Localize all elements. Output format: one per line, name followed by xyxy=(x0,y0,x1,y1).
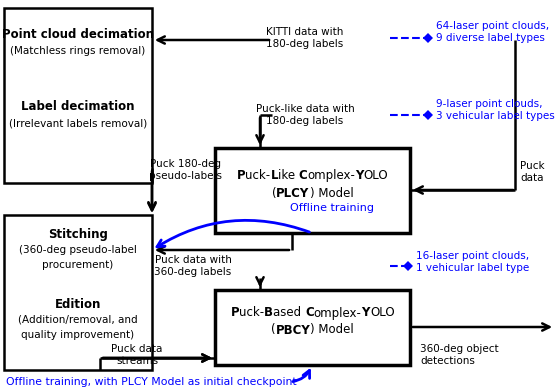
Text: 360-deg object
detections: 360-deg object detections xyxy=(420,344,499,366)
Text: Offline training: Offline training xyxy=(290,203,374,213)
Text: Edition: Edition xyxy=(55,298,101,311)
Text: ) Model: ) Model xyxy=(310,187,353,200)
Text: procurement): procurement) xyxy=(42,260,113,270)
Text: OLO: OLO xyxy=(364,169,389,181)
Text: Puck data with
360-deg labels: Puck data with 360-deg labels xyxy=(155,255,232,277)
Bar xyxy=(4,215,152,370)
Text: (360-deg pseudo-label: (360-deg pseudo-label xyxy=(19,245,137,255)
Bar xyxy=(4,8,152,183)
Text: Point cloud decimation: Point cloud decimation xyxy=(2,28,154,41)
Bar xyxy=(215,148,410,233)
Text: PLCY: PLCY xyxy=(276,187,310,200)
Text: Offline training, with PLCY Model as initial checkpoint: Offline training, with PLCY Model as ini… xyxy=(6,377,296,387)
Text: ased: ased xyxy=(273,307,305,319)
Text: Y: Y xyxy=(355,169,364,181)
Text: omplex-: omplex- xyxy=(307,169,355,181)
Text: ) Model: ) Model xyxy=(310,323,354,336)
Text: P: P xyxy=(230,307,239,319)
Text: (: ( xyxy=(271,323,276,336)
Text: ike: ike xyxy=(278,169,299,181)
Text: OLO: OLO xyxy=(370,307,395,319)
Text: uck-: uck- xyxy=(245,169,270,181)
Text: Stitching: Stitching xyxy=(48,228,108,241)
Text: B: B xyxy=(264,307,273,319)
Text: (Matchless rings removal): (Matchless rings removal) xyxy=(11,46,146,56)
Text: 16-laser point clouds,
1 vehicular label type: 16-laser point clouds, 1 vehicular label… xyxy=(416,251,529,273)
Text: Puck
data: Puck data xyxy=(520,161,545,183)
Text: C: C xyxy=(299,169,307,181)
Text: 64-laser point clouds,
9 diverse label types: 64-laser point clouds, 9 diverse label t… xyxy=(436,21,549,43)
Text: Label decimation: Label decimation xyxy=(21,100,135,113)
Text: 9-laser point clouds,
3 vehicular label types: 9-laser point clouds, 3 vehicular label … xyxy=(436,99,555,121)
Text: quality improvement): quality improvement) xyxy=(22,330,135,340)
Text: Y: Y xyxy=(361,307,370,319)
Text: KITTI data with
180-deg labels: KITTI data with 180-deg labels xyxy=(266,27,344,49)
Text: PBCY: PBCY xyxy=(276,323,310,336)
Text: Puck 180-deg
pseudo-labels: Puck 180-deg pseudo-labels xyxy=(150,159,222,181)
Text: C: C xyxy=(305,307,314,319)
Text: omplex-: omplex- xyxy=(314,307,361,319)
Text: L: L xyxy=(270,169,278,181)
Text: Puck-like data with
180-deg labels: Puck-like data with 180-deg labels xyxy=(256,104,354,126)
Text: P: P xyxy=(237,169,245,181)
Text: uck-: uck- xyxy=(239,307,264,319)
Text: (Irrelevant labels removal): (Irrelevant labels removal) xyxy=(9,118,147,128)
Text: (: ( xyxy=(272,187,276,200)
Text: (Addition/removal, and: (Addition/removal, and xyxy=(18,315,138,325)
Bar xyxy=(215,290,410,365)
Text: Puck data
streams: Puck data streams xyxy=(111,344,163,366)
